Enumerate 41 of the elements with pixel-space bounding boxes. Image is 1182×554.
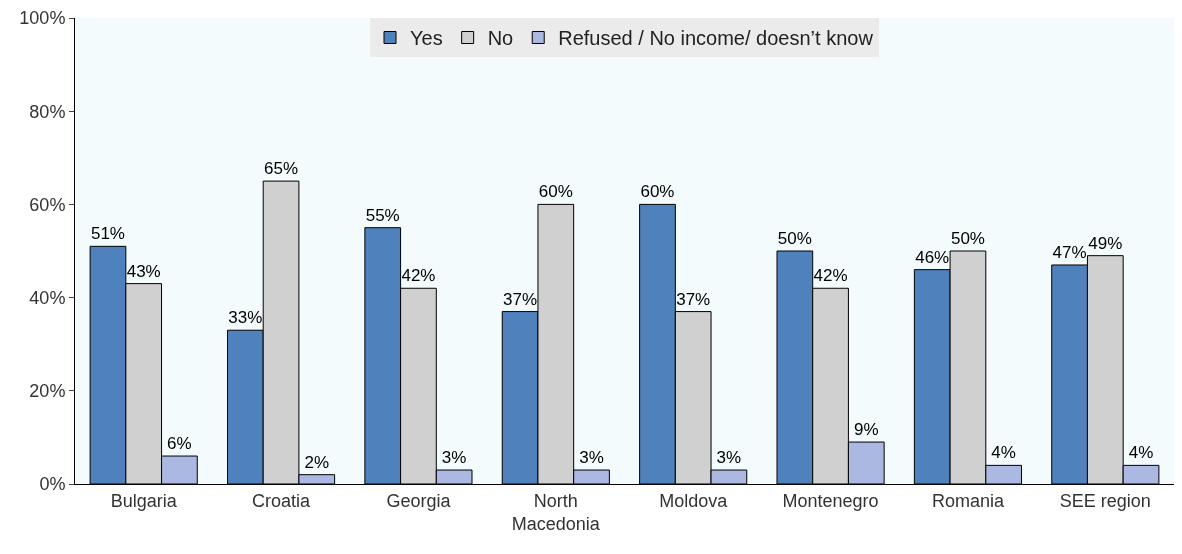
- x-tick-label: Montenegro: [782, 490, 879, 511]
- data-label: 51%: [90, 224, 125, 244]
- y-tick-label: 20%: [29, 381, 66, 402]
- x-tick-label: Georgia: [386, 490, 452, 511]
- data-label: 9%: [853, 420, 879, 440]
- data-label: 60%: [538, 182, 573, 202]
- x-tick-label: SEE region: [1059, 490, 1151, 511]
- y-tick-label: 100%: [19, 8, 66, 29]
- data-label: 33%: [228, 308, 263, 328]
- data-label: 2%: [304, 452, 330, 472]
- data-label: 60%: [640, 182, 675, 202]
- data-label: 46%: [915, 247, 950, 267]
- data-label: 43%: [126, 261, 161, 281]
- data-label: 3%: [441, 448, 467, 468]
- data-label: 37%: [503, 289, 538, 309]
- y-tick-label: 60%: [29, 194, 66, 215]
- data-label: 37%: [676, 289, 711, 309]
- data-label: 50%: [777, 229, 812, 248]
- data-label: 6%: [167, 434, 192, 454]
- data-label: 4%: [991, 443, 1016, 463]
- x-tick-label: North Macedonia: [511, 490, 601, 534]
- data-label: 3%: [579, 448, 604, 468]
- data-label: 4%: [1128, 443, 1154, 463]
- y-tick-label: 40%: [29, 287, 66, 308]
- legend-label: Refused / No income/ doesn’t know: [558, 27, 874, 50]
- data-label: 55%: [365, 205, 400, 225]
- x-tick-label: Bulgaria: [110, 490, 178, 511]
- legend-label: Yes: [410, 27, 443, 50]
- data-label: 3%: [716, 448, 742, 468]
- data-label: 65%: [264, 159, 299, 179]
- data-label: 42%: [813, 266, 848, 286]
- x-tick-label: Croatia: [252, 490, 312, 511]
- data-label: 50%: [950, 229, 985, 248]
- y-tick-label: 80%: [29, 101, 66, 122]
- x-tick-label: Moldova: [659, 490, 729, 511]
- y-tick-label: 0%: [39, 474, 66, 495]
- data-label: 47%: [1052, 242, 1087, 262]
- x-tick-label: Romania: [931, 490, 1005, 511]
- data-label: 49%: [1088, 233, 1123, 253]
- legend-label: No: [487, 27, 514, 50]
- data-label: 42%: [401, 266, 436, 286]
